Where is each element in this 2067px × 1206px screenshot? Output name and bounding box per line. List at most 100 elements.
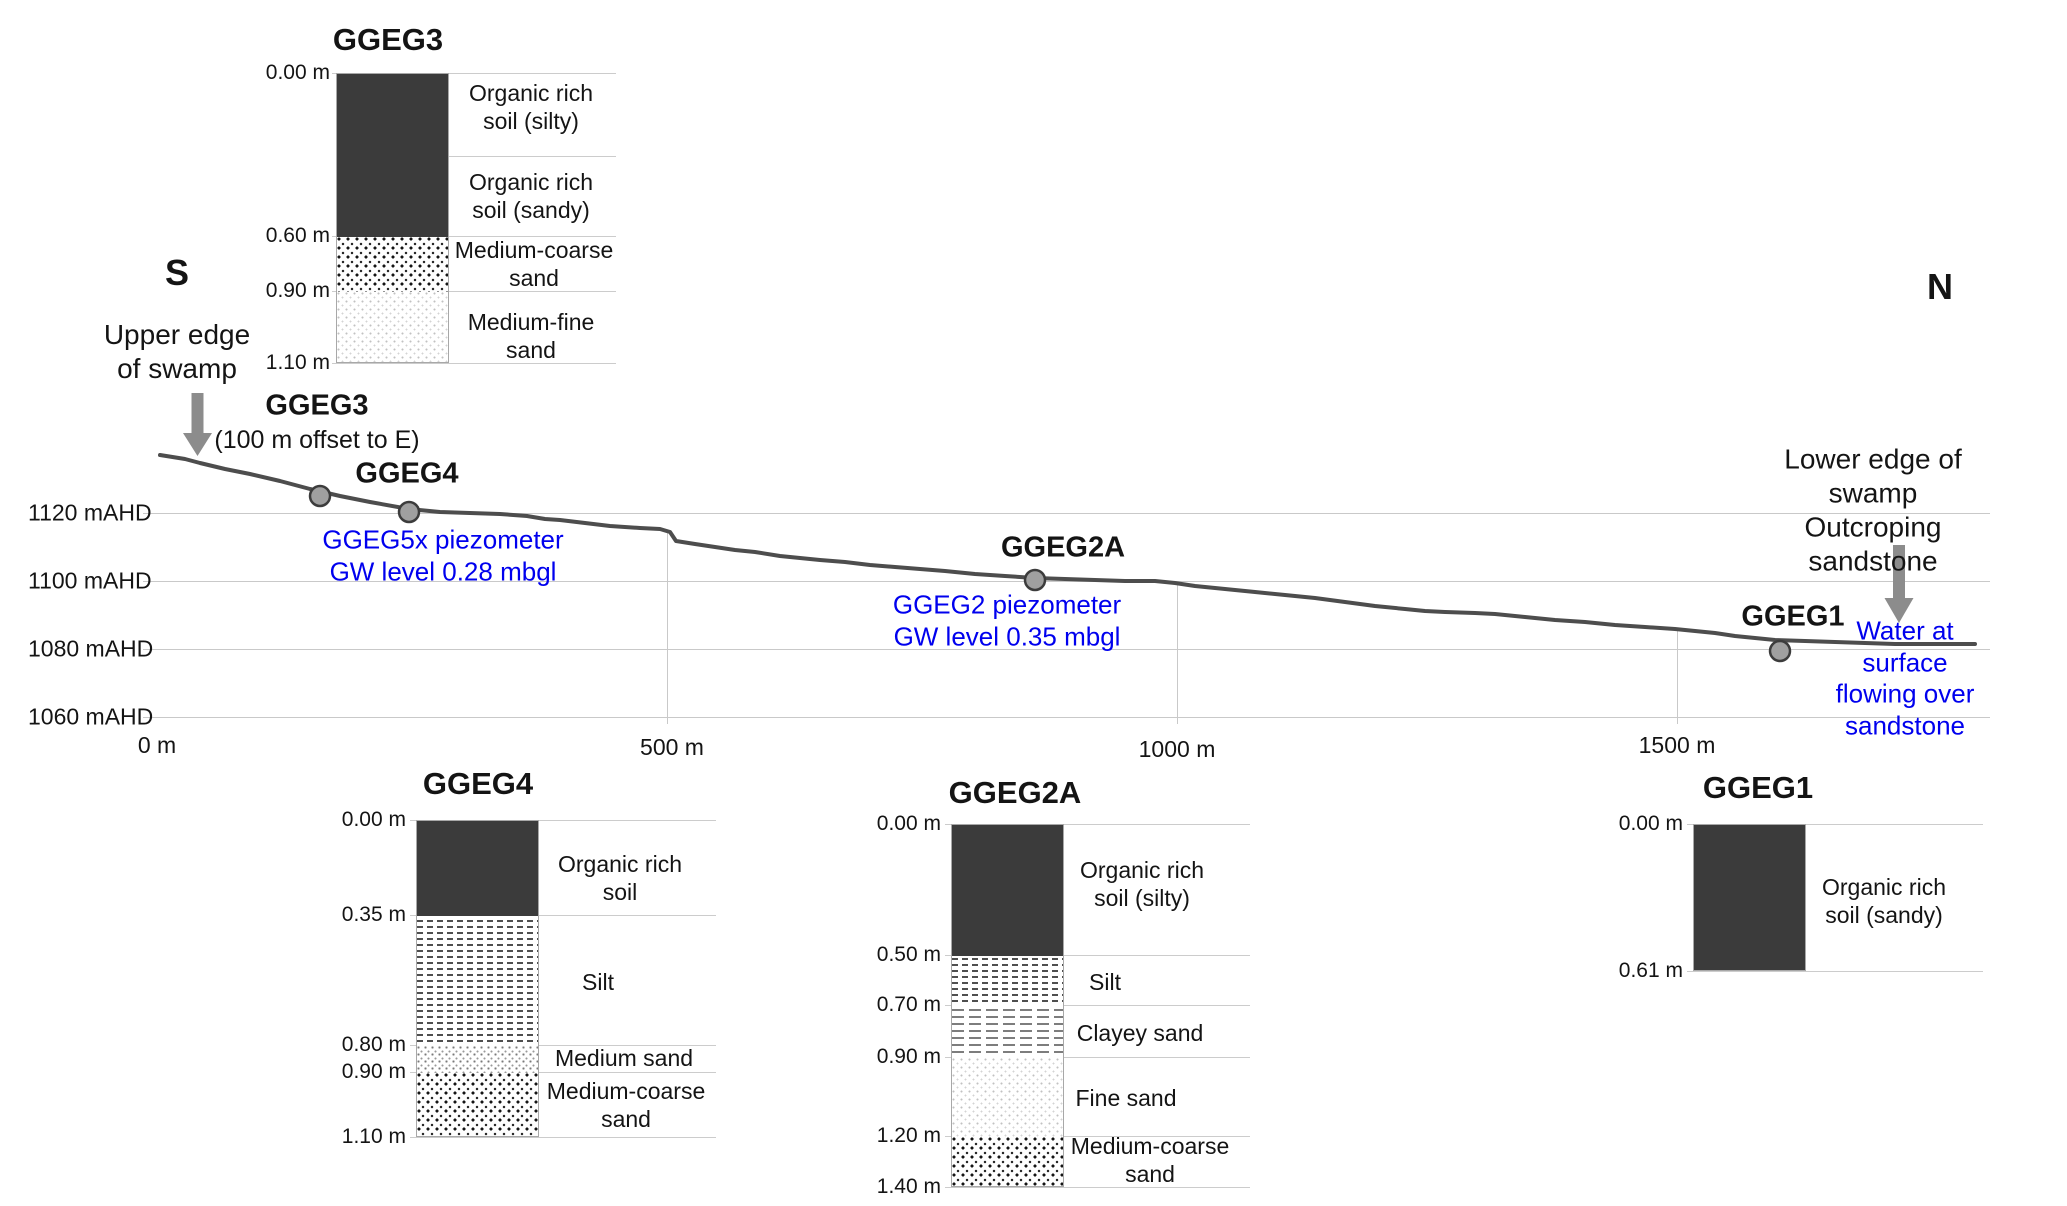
ggeg4-sep-1 bbox=[410, 915, 716, 916]
ggeg5x-piezometer-note: GGEG5x piezometer GW level 0.28 mbgl bbox=[322, 524, 564, 586]
ggeg2a-depth-3: 0.90 m bbox=[876, 1045, 941, 1068]
upper-edge-of-swamp-label: Upper edge of swamp bbox=[103, 318, 251, 384]
ggeg2a-label-silt: Silt bbox=[1089, 968, 1121, 995]
ggeg3-depth-2: 0.90 m bbox=[265, 279, 330, 302]
ggeg3-label-medium-fine-sand: Medium-fine sand bbox=[467, 308, 595, 363]
ggeg2a-label-clayey-sand: Clayey sand bbox=[1076, 1019, 1204, 1046]
ggeg3-depth-3: 1.10 m bbox=[265, 351, 330, 374]
ggeg4-label-organic: Organic rich soil bbox=[558, 850, 682, 905]
ggeg4-sep-0 bbox=[410, 820, 716, 821]
compass-north: N bbox=[1927, 266, 1953, 308]
station-label-ggeg2a: GGEG2A bbox=[1000, 531, 1126, 564]
ggeg2a-depth-1: 0.50 m bbox=[876, 943, 941, 966]
ggeg2a-layer-clayey-sand bbox=[952, 1006, 1063, 1058]
ggeg1-layer-organic bbox=[1694, 825, 1805, 970]
ggeg1-depth-1: 0.61 m bbox=[1618, 959, 1683, 982]
ggeg2a-layer-medium-coarse-sand bbox=[952, 1137, 1063, 1186]
ggeg2a-sep-1 bbox=[945, 955, 1250, 956]
ggeg4-label-medium-coarse-sand: Medium-coarse sand bbox=[546, 1077, 706, 1132]
ggeg4-log-title: GGEG4 bbox=[422, 766, 534, 802]
x-tick-1000m: 1000 m bbox=[1138, 735, 1216, 762]
ggeg3-layer-organic bbox=[337, 74, 448, 237]
ggeg4-layer-silt bbox=[417, 916, 538, 1046]
ggeg2-piezometer-note: GGEG2 piezometer GW level 0.35 mbgl bbox=[892, 589, 1122, 651]
gridline-1080 bbox=[143, 649, 1990, 650]
ggeg4-label-silt: Silt bbox=[582, 968, 614, 995]
ggeg4-station-dot bbox=[397, 500, 421, 524]
x-tick-0m: 0 m bbox=[137, 731, 177, 758]
gridline-1100 bbox=[143, 581, 1990, 582]
ggeg3-label-medium-coarse-sand: Medium-coarse sand bbox=[454, 236, 614, 291]
ggeg4-layer-organic bbox=[417, 821, 538, 916]
ggeg3-station-dot bbox=[308, 484, 332, 508]
ggeg1-log-title: GGEG1 bbox=[1702, 770, 1814, 806]
compass-south: S bbox=[164, 252, 190, 294]
gridline-1000m bbox=[1177, 582, 1178, 724]
x-tick-1500m: 1500 m bbox=[1638, 731, 1716, 758]
ggeg4-sep-2 bbox=[410, 1045, 716, 1046]
ggeg4-depth-1: 0.35 m bbox=[341, 903, 406, 926]
ggeg1-depth-0: 0.00 m bbox=[1618, 812, 1683, 835]
ggeg4-label-medium-sand: Medium sand bbox=[554, 1044, 694, 1071]
ggeg2a-depth-2: 0.70 m bbox=[876, 993, 941, 1016]
station-label-ggeg4: GGEG4 bbox=[355, 457, 459, 490]
station-label-ggeg3: GGEG3 bbox=[265, 389, 369, 422]
ggeg4-layer-medium-coarse-sand bbox=[417, 1073, 538, 1136]
gridline-500m bbox=[667, 530, 668, 724]
ggeg4-depth-4: 1.10 m bbox=[341, 1125, 406, 1148]
ggeg2a-label-medium-coarse-sand: Medium-coarse sand bbox=[1070, 1132, 1230, 1187]
y-tick-1120: 1120 mAHD bbox=[28, 499, 152, 526]
ggeg4-sep-4 bbox=[410, 1137, 716, 1138]
ggeg3-sep-2 bbox=[332, 291, 616, 292]
ggeg3-sep-1 bbox=[332, 236, 616, 237]
ggeg4-layer-medium-sand bbox=[417, 1046, 538, 1073]
ggeg3-layer-medium-fine-sand bbox=[337, 292, 448, 362]
ggeg2a-depth-4: 1.20 m bbox=[876, 1124, 941, 1147]
y-tick-1080: 1080 mAHD bbox=[28, 635, 154, 662]
ggeg3-label-organic-sandy: Organic rich soil (sandy) bbox=[469, 168, 593, 223]
ggeg1-sep-0 bbox=[1687, 824, 1983, 825]
ggeg2a-layer-silt bbox=[952, 956, 1063, 1006]
ggeg2a-station-dot bbox=[1023, 568, 1047, 592]
ggeg2a-layer-fine-sand bbox=[952, 1058, 1063, 1137]
ggeg2a-sep-0 bbox=[945, 824, 1250, 825]
ground-profile-line bbox=[158, 453, 1977, 646]
lower-edge-of-swamp-label: Lower edge of swamp Outcroping sandstone bbox=[1784, 443, 1962, 578]
ggeg2a-sep-3 bbox=[945, 1057, 1250, 1058]
ggeg1-label-organic: Organic rich soil (sandy) bbox=[1822, 873, 1946, 928]
ggeg3-layer-medium-coarse-sand bbox=[337, 237, 448, 292]
ggeg4-sep-3 bbox=[410, 1072, 716, 1073]
ggeg3-sep-0 bbox=[332, 73, 616, 74]
x-tick-500m: 500 m bbox=[640, 733, 704, 760]
ggeg2a-label-fine-sand: Fine sand bbox=[1075, 1084, 1177, 1111]
gridline-1500m bbox=[1677, 629, 1678, 724]
ggeg4-depth-3: 0.90 m bbox=[341, 1060, 406, 1083]
ggeg2a-log-column bbox=[951, 824, 1064, 1187]
ggeg3-depth-0: 0.00 m bbox=[265, 61, 330, 84]
ggeg2a-log-title: GGEG2A bbox=[948, 775, 1082, 811]
ggeg2a-label-organic: Organic rich soil (silty) bbox=[1080, 856, 1204, 911]
ggeg4-log-column bbox=[416, 820, 539, 1137]
ggeg3-log-title: GGEG3 bbox=[332, 22, 444, 58]
gridline-1060 bbox=[143, 717, 1990, 718]
ggeg3-depth-1: 0.60 m bbox=[265, 224, 330, 247]
ggeg2a-sep-5 bbox=[945, 1187, 1250, 1188]
upper-edge-arrow bbox=[183, 393, 212, 456]
station-label-ggeg3-offset: (100 m offset to E) bbox=[214, 425, 420, 454]
ggeg2a-depth-0: 0.00 m bbox=[876, 812, 941, 835]
ggeg3-sep-3 bbox=[332, 363, 616, 364]
ggeg4-depth-0: 0.00 m bbox=[341, 808, 406, 831]
ggeg1-sep-1 bbox=[1687, 971, 1983, 972]
ggeg3-log-column bbox=[336, 73, 449, 363]
ggeg2a-sep-2 bbox=[945, 1005, 1250, 1006]
lower-edge-arrow bbox=[1884, 545, 1914, 623]
ggeg2a-layer-organic bbox=[952, 825, 1063, 956]
ggeg1-log-column bbox=[1693, 824, 1806, 971]
ggeg2a-depth-5: 1.40 m bbox=[876, 1175, 941, 1198]
y-tick-1060: 1060 mAHD bbox=[28, 703, 154, 730]
ggeg3-label-organic-silty: Organic rich soil (silty) bbox=[469, 79, 593, 134]
gridline-1120 bbox=[143, 513, 1990, 514]
station-label-ggeg1: GGEG1 bbox=[1741, 600, 1845, 633]
